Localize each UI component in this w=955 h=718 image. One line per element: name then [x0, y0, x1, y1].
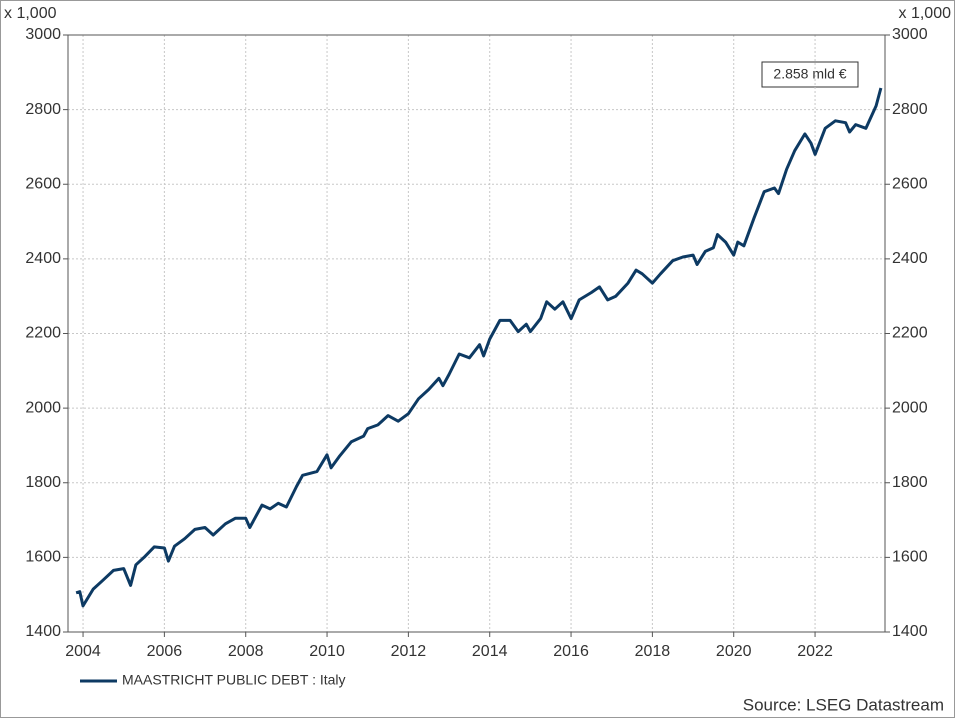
x-tick-label: 2004 — [65, 643, 101, 660]
y2-tick-label: 1600 — [892, 549, 928, 566]
annotation-box — [761, 61, 859, 88]
y2-tick-label: 2600 — [892, 175, 928, 192]
x-tick-label: 2006 — [147, 643, 183, 660]
y-tick-label: 1600 — [25, 549, 61, 566]
y-unit-label: x 1,000 — [4, 5, 57, 22]
x-tick-label: 2010 — [309, 643, 345, 660]
y-tick-label: 2400 — [25, 250, 61, 267]
x-tick-label: 2008 — [228, 643, 264, 660]
y-tick-label: 2600 — [25, 175, 61, 192]
y2-tick-label: 2400 — [892, 250, 928, 267]
legend-label: MAASTRICHT PUBLIC DEBT : Italy — [122, 672, 346, 688]
y-tick-label: 3000 — [25, 26, 61, 43]
x-tick-label: 2018 — [635, 643, 671, 660]
y2-tick-label: 2000 — [892, 399, 928, 416]
x-tick-label: 2012 — [391, 643, 427, 660]
x-tick-label: 2020 — [716, 643, 752, 660]
y-tick-label: 2800 — [25, 101, 61, 118]
x-tick-label: 2016 — [553, 643, 589, 660]
y2-tick-label: 3000 — [892, 26, 928, 43]
line-series — [75, 87, 883, 608]
y-tick-label: 1800 — [25, 474, 61, 491]
source: Source: LSEG Datastream — [743, 695, 944, 714]
y2-tick-label: 2200 — [892, 325, 928, 342]
x-tick-label: 2014 — [472, 643, 508, 660]
y-tick-label: 1400 — [25, 623, 61, 640]
y-tick-label: 2000 — [25, 399, 61, 416]
y-tick-label: 2200 — [25, 325, 61, 342]
plot-border — [67, 34, 886, 633]
y2-unit-label: x 1,000 — [899, 5, 952, 22]
y2-tick-label: 1800 — [892, 474, 928, 491]
x-tick-label: 2022 — [797, 643, 833, 660]
y2-tick-label: 2800 — [892, 101, 928, 118]
annotation: 2.858 mld € — [773, 66, 846, 82]
y2-tick-label: 1400 — [892, 623, 928, 640]
